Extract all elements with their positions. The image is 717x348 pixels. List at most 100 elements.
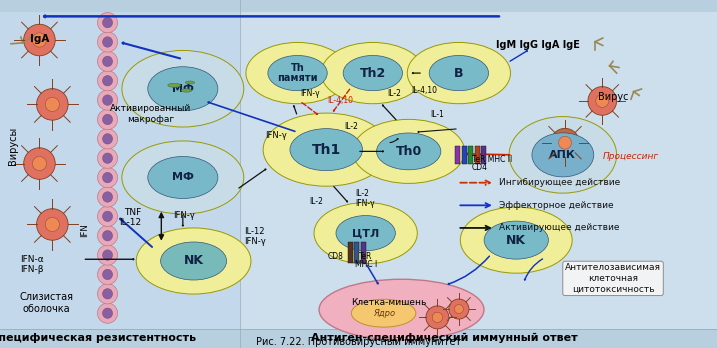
Circle shape <box>551 128 579 157</box>
Circle shape <box>449 299 469 319</box>
Ellipse shape <box>321 42 424 104</box>
Ellipse shape <box>103 76 113 86</box>
Text: Процессинг: Процессинг <box>602 152 658 161</box>
Text: TeR: TeR <box>359 252 372 261</box>
Ellipse shape <box>407 42 511 104</box>
Ellipse shape <box>103 56 113 66</box>
Ellipse shape <box>103 211 113 222</box>
Ellipse shape <box>98 167 118 188</box>
Ellipse shape <box>103 114 113 125</box>
Text: IFN-γ: IFN-γ <box>174 211 195 220</box>
Ellipse shape <box>181 89 192 92</box>
Circle shape <box>24 148 55 179</box>
Circle shape <box>32 157 47 171</box>
Ellipse shape <box>103 308 113 318</box>
Ellipse shape <box>103 153 113 164</box>
Text: МФ: МФ <box>172 84 194 94</box>
Ellipse shape <box>353 119 465 183</box>
Ellipse shape <box>103 230 113 241</box>
Ellipse shape <box>268 55 327 91</box>
Text: CD4: CD4 <box>472 163 488 172</box>
Circle shape <box>596 94 609 108</box>
Ellipse shape <box>98 284 118 304</box>
FancyBboxPatch shape <box>240 12 717 329</box>
Text: Неспецифическая резистентность: Неспецифическая резистентность <box>0 333 196 342</box>
FancyBboxPatch shape <box>462 146 467 164</box>
Ellipse shape <box>98 148 118 168</box>
Ellipse shape <box>98 206 118 227</box>
Ellipse shape <box>168 83 181 87</box>
Ellipse shape <box>376 133 441 170</box>
Text: Th0: Th0 <box>396 145 422 158</box>
Text: Ингибирующее действие: Ингибирующее действие <box>499 178 620 187</box>
Text: Th1: Th1 <box>312 143 341 157</box>
FancyBboxPatch shape <box>354 242 359 263</box>
Ellipse shape <box>103 250 113 260</box>
Ellipse shape <box>98 71 118 91</box>
Ellipse shape <box>98 264 118 285</box>
FancyBboxPatch shape <box>468 146 473 164</box>
FancyBboxPatch shape <box>481 146 486 164</box>
Ellipse shape <box>351 299 416 327</box>
Text: IL-4,10: IL-4,10 <box>412 86 437 95</box>
Text: Слизистая
оболочка: Слизистая оболочка <box>19 292 74 314</box>
Circle shape <box>32 33 47 47</box>
Ellipse shape <box>185 81 195 84</box>
Text: CD8: CD8 <box>328 252 343 261</box>
Text: IgM IgG IgA IgE: IgM IgG IgA IgE <box>496 40 579 50</box>
Ellipse shape <box>98 129 118 149</box>
FancyBboxPatch shape <box>475 146 480 164</box>
Ellipse shape <box>161 242 227 280</box>
Ellipse shape <box>98 187 118 207</box>
Text: IFN-α
IFN-β: IFN-α IFN-β <box>20 255 44 274</box>
Ellipse shape <box>122 50 244 127</box>
Text: IFN: IFN <box>80 223 89 237</box>
Circle shape <box>432 312 442 323</box>
Ellipse shape <box>336 215 395 251</box>
Text: IL-2: IL-2 <box>344 122 358 131</box>
Text: IgA: IgA <box>29 34 49 44</box>
FancyBboxPatch shape <box>348 242 353 263</box>
Text: Эффекторное действие: Эффекторное действие <box>499 201 614 210</box>
Ellipse shape <box>103 37 113 47</box>
Ellipse shape <box>319 279 484 340</box>
Text: Th2: Th2 <box>360 66 386 80</box>
Ellipse shape <box>246 42 349 104</box>
Ellipse shape <box>103 269 113 280</box>
Text: IL-12
IFN-γ: IL-12 IFN-γ <box>244 227 265 246</box>
Ellipse shape <box>343 55 402 91</box>
Circle shape <box>455 304 463 314</box>
FancyBboxPatch shape <box>455 146 460 164</box>
Ellipse shape <box>429 55 488 91</box>
Text: NK: NK <box>184 254 204 268</box>
Ellipse shape <box>532 133 594 177</box>
Ellipse shape <box>122 141 244 214</box>
Ellipse shape <box>263 113 389 186</box>
Text: IL-2: IL-2 <box>309 197 323 206</box>
Text: TeR МНС II: TeR МНС II <box>472 155 512 164</box>
Text: Антителозависимая
клеточная
цитотоксичность: Антителозависимая клеточная цитотоксично… <box>565 263 661 293</box>
Text: IL-4,10: IL-4,10 <box>328 96 353 105</box>
Text: TNF
IL-12: TNF IL-12 <box>119 208 141 227</box>
Text: ЦТЛ: ЦТЛ <box>352 228 379 238</box>
Ellipse shape <box>98 32 118 52</box>
Text: B: B <box>454 66 464 80</box>
Ellipse shape <box>484 221 549 259</box>
Ellipse shape <box>103 95 113 105</box>
Text: МФ: МФ <box>172 173 194 182</box>
Text: IFN-γ: IFN-γ <box>265 131 287 140</box>
Circle shape <box>24 24 55 56</box>
Ellipse shape <box>103 134 113 144</box>
Ellipse shape <box>98 51 118 71</box>
FancyBboxPatch shape <box>361 242 366 263</box>
Text: Активирующее действие: Активирующее действие <box>499 223 619 232</box>
Ellipse shape <box>509 117 617 193</box>
Text: IL-1: IL-1 <box>430 110 444 119</box>
Ellipse shape <box>103 172 113 183</box>
FancyBboxPatch shape <box>0 12 240 329</box>
Ellipse shape <box>290 129 363 171</box>
Ellipse shape <box>103 288 113 299</box>
Text: Клетка-мишень: Клетка-мишень <box>351 298 427 307</box>
Ellipse shape <box>136 228 251 294</box>
Text: NK: NK <box>506 234 526 247</box>
